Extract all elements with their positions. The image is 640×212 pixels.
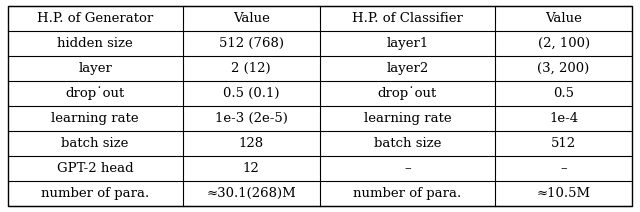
Text: drop˙out: drop˙out (378, 87, 437, 100)
Text: batch size: batch size (374, 137, 441, 150)
Text: number of para.: number of para. (41, 187, 149, 200)
Text: hidden size: hidden size (57, 37, 133, 50)
Text: layer: layer (78, 62, 112, 75)
Text: drop˙out: drop˙out (65, 87, 125, 100)
Text: –: – (560, 162, 567, 175)
Text: Value: Value (545, 12, 582, 25)
Text: layer2: layer2 (387, 62, 429, 75)
Text: 1e-4: 1e-4 (549, 112, 578, 125)
Text: learning rate: learning rate (51, 112, 139, 125)
Text: number of para.: number of para. (353, 187, 461, 200)
Text: (2, 100): (2, 100) (538, 37, 589, 50)
Text: 12: 12 (243, 162, 260, 175)
Text: GPT-2 head: GPT-2 head (57, 162, 134, 175)
Text: 0.5 (0.1): 0.5 (0.1) (223, 87, 280, 100)
Text: 128: 128 (239, 137, 264, 150)
Text: (3, 200): (3, 200) (538, 62, 589, 75)
Text: H.P. of Classifier: H.P. of Classifier (352, 12, 463, 25)
Text: 2 (12): 2 (12) (232, 62, 271, 75)
Text: H.P. of Generator: H.P. of Generator (37, 12, 153, 25)
Text: 512 (768): 512 (768) (219, 37, 284, 50)
Text: batch size: batch size (61, 137, 129, 150)
Text: ≈10.5M: ≈10.5M (536, 187, 591, 200)
Text: 512: 512 (551, 137, 576, 150)
Text: 0.5: 0.5 (553, 87, 574, 100)
Text: –: – (404, 162, 411, 175)
Text: layer1: layer1 (387, 37, 429, 50)
Text: Value: Value (233, 12, 269, 25)
Text: 1e-3 (2e-5): 1e-3 (2e-5) (215, 112, 288, 125)
Text: ≈30.1(268)M: ≈30.1(268)M (207, 187, 296, 200)
Text: learning rate: learning rate (364, 112, 451, 125)
